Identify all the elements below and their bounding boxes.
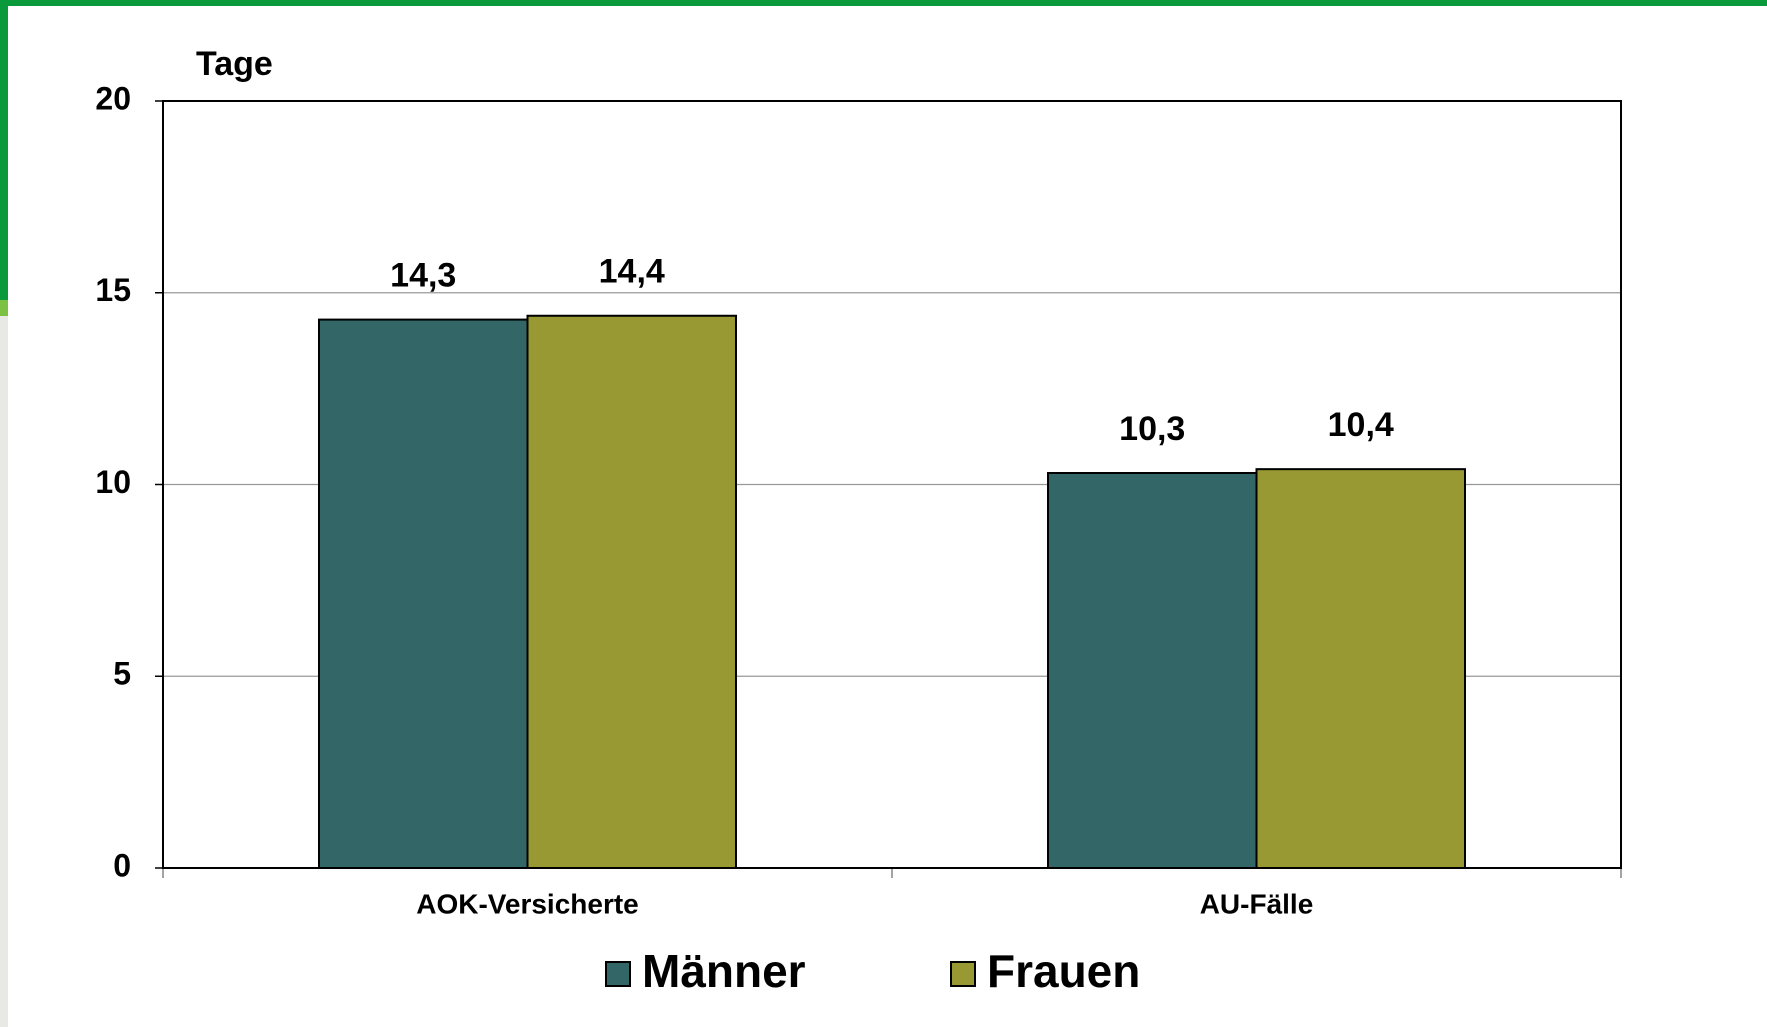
bar: [318, 318, 529, 870]
legend-swatch: [950, 961, 976, 987]
bar: [1255, 468, 1466, 869]
left-border: [0, 0, 8, 300]
y-tick-label: 20: [95, 80, 131, 116]
value-label: 10,4: [1328, 406, 1394, 444]
y-tick-label: 0: [113, 847, 131, 883]
value-label: 14,4: [599, 253, 665, 291]
bar: [1047, 471, 1258, 869]
legend-swatch: [605, 961, 631, 987]
legend-label: Frauen: [987, 945, 1140, 997]
left-accent: [0, 300, 8, 316]
x-tick-label: AOK-Versicherte: [416, 888, 639, 919]
top-border: [0, 0, 1767, 6]
plot-frame: [162, 100, 1622, 869]
y-tick-label: 15: [95, 272, 131, 308]
y-axis-label: Tage: [196, 45, 273, 83]
bar: [526, 314, 737, 869]
left-band: [0, 316, 8, 1027]
x-tick-label: AU-Fälle: [1200, 888, 1314, 919]
legend-label: Männer: [642, 945, 806, 997]
value-label: 10,3: [1119, 410, 1185, 448]
value-label: 14,3: [390, 257, 456, 295]
y-tick-label: 10: [95, 464, 131, 500]
y-tick-label: 5: [113, 656, 131, 692]
